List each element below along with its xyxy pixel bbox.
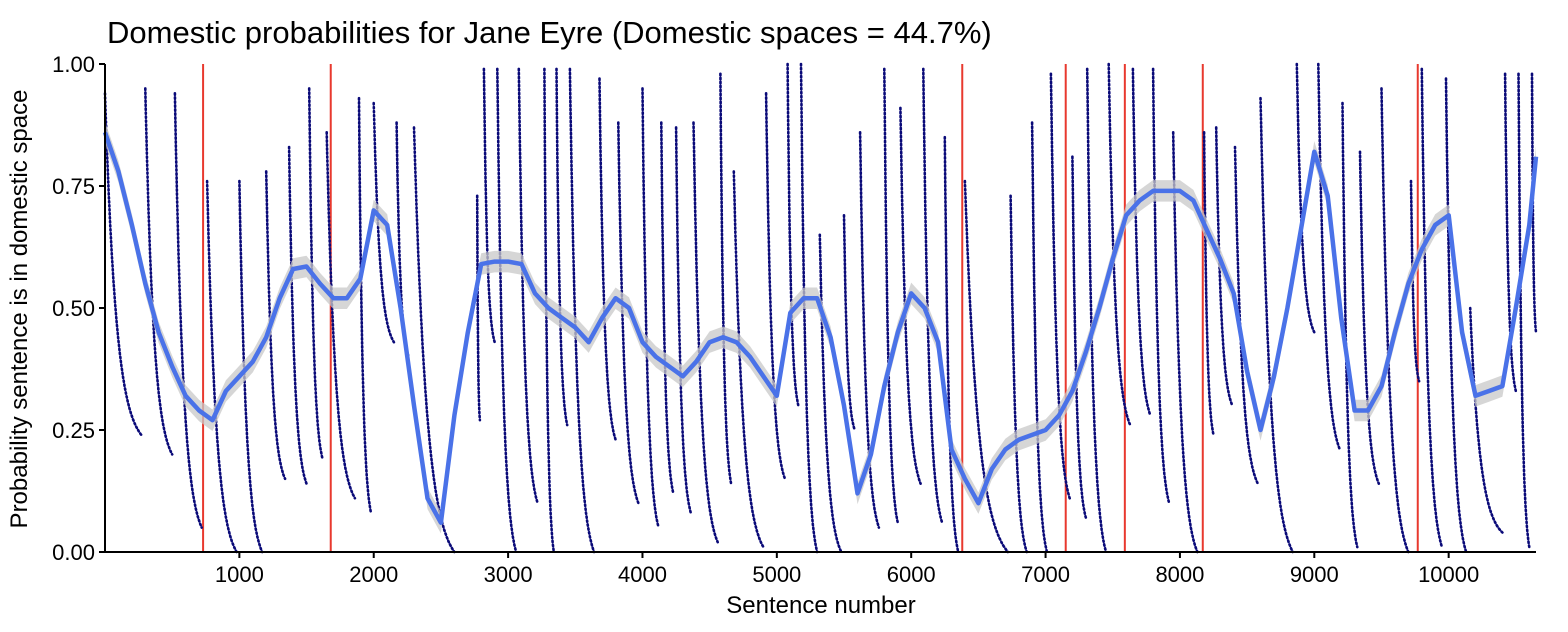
x-axis-ticks: 1000 2000 3000 4000 5000 6000 7000 8000 9000 1000… — [215, 552, 1479, 587]
point-run — [103, 92, 143, 437]
point-run — [1341, 101, 1359, 549]
point-run — [1233, 145, 1260, 485]
point-run — [818, 233, 843, 554]
point-run — [287, 145, 308, 485]
point-run — [238, 179, 264, 554]
point-run — [205, 179, 238, 554]
point-run — [1202, 131, 1215, 437]
y-axis-ticks: 0.00 0.25 0.50 0.75 1.00 — [52, 52, 105, 565]
point-run — [1107, 62, 1132, 427]
x-tick-label: 9000 — [1290, 562, 1339, 587]
point-run — [799, 62, 819, 554]
point-run — [1517, 72, 1531, 549]
point-run — [1380, 87, 1410, 554]
point-run — [1317, 62, 1342, 451]
point-run — [719, 72, 733, 485]
x-tick-label: 5000 — [752, 562, 801, 587]
point-run — [1151, 67, 1171, 505]
smooth-confidence-ribbon — [105, 121, 1536, 534]
point-run — [641, 87, 660, 529]
point-run — [943, 135, 960, 554]
point-run — [568, 67, 596, 554]
point-run — [660, 121, 675, 495]
point-run — [1049, 72, 1071, 500]
y-tick-label: 0.00 — [52, 540, 95, 565]
point-run — [482, 67, 496, 344]
x-tick-label: 4000 — [618, 562, 667, 587]
point-run — [617, 121, 640, 505]
point-run — [1171, 131, 1199, 554]
chapter-lines — [202, 64, 1419, 552]
point-run — [496, 67, 518, 554]
x-tick-label: 7000 — [1021, 562, 1070, 587]
point-run — [899, 106, 922, 485]
plot-area — [102, 62, 1539, 554]
point-run — [1358, 150, 1381, 485]
point-run — [173, 92, 203, 529]
point-run — [412, 126, 456, 554]
y-tick-label: 0.50 — [52, 296, 95, 321]
point-run — [842, 214, 857, 432]
y-tick-label: 0.25 — [52, 418, 95, 443]
point-run — [144, 87, 174, 456]
point-run — [732, 170, 765, 549]
x-axis-label: Sentence number — [726, 592, 915, 619]
point-run — [1085, 67, 1108, 554]
point-run — [1259, 96, 1295, 554]
point-run — [1071, 155, 1088, 520]
point-run — [1030, 121, 1049, 554]
probability-points — [103, 62, 1538, 554]
point-run — [786, 62, 800, 407]
point-run — [1468, 306, 1504, 534]
point-run — [1131, 67, 1152, 417]
point-run — [598, 77, 617, 442]
point-run — [357, 96, 373, 515]
x-tick-label: 10000 — [1418, 562, 1479, 587]
point-run — [307, 87, 324, 461]
x-tick-label: 3000 — [484, 562, 533, 587]
point-run — [674, 126, 693, 515]
point-run — [475, 194, 482, 422]
x-tick-label: 1000 — [215, 562, 264, 587]
point-run — [264, 170, 287, 481]
x-tick-label: 8000 — [1155, 562, 1204, 587]
y-tick-label: 1.00 — [52, 52, 95, 77]
point-run — [922, 67, 944, 524]
smooth-trend-line — [102, 131, 1539, 525]
point-run — [764, 92, 787, 481]
point-run — [555, 67, 569, 427]
chart-title: Domestic probabilities for Jane Eyre (Do… — [107, 15, 992, 50]
y-axis-label: Probability sentence is in domestic spac… — [6, 90, 33, 529]
point-run — [692, 121, 719, 544]
x-tick-label: 2000 — [349, 562, 398, 587]
x-tick-label: 6000 — [887, 562, 936, 587]
point-run — [1444, 77, 1468, 554]
point-run — [883, 67, 900, 524]
point-run — [543, 67, 556, 554]
y-tick-label: 0.75 — [52, 174, 95, 199]
point-run — [1420, 67, 1444, 549]
point-run — [1295, 62, 1316, 334]
point-run — [1009, 194, 1029, 554]
